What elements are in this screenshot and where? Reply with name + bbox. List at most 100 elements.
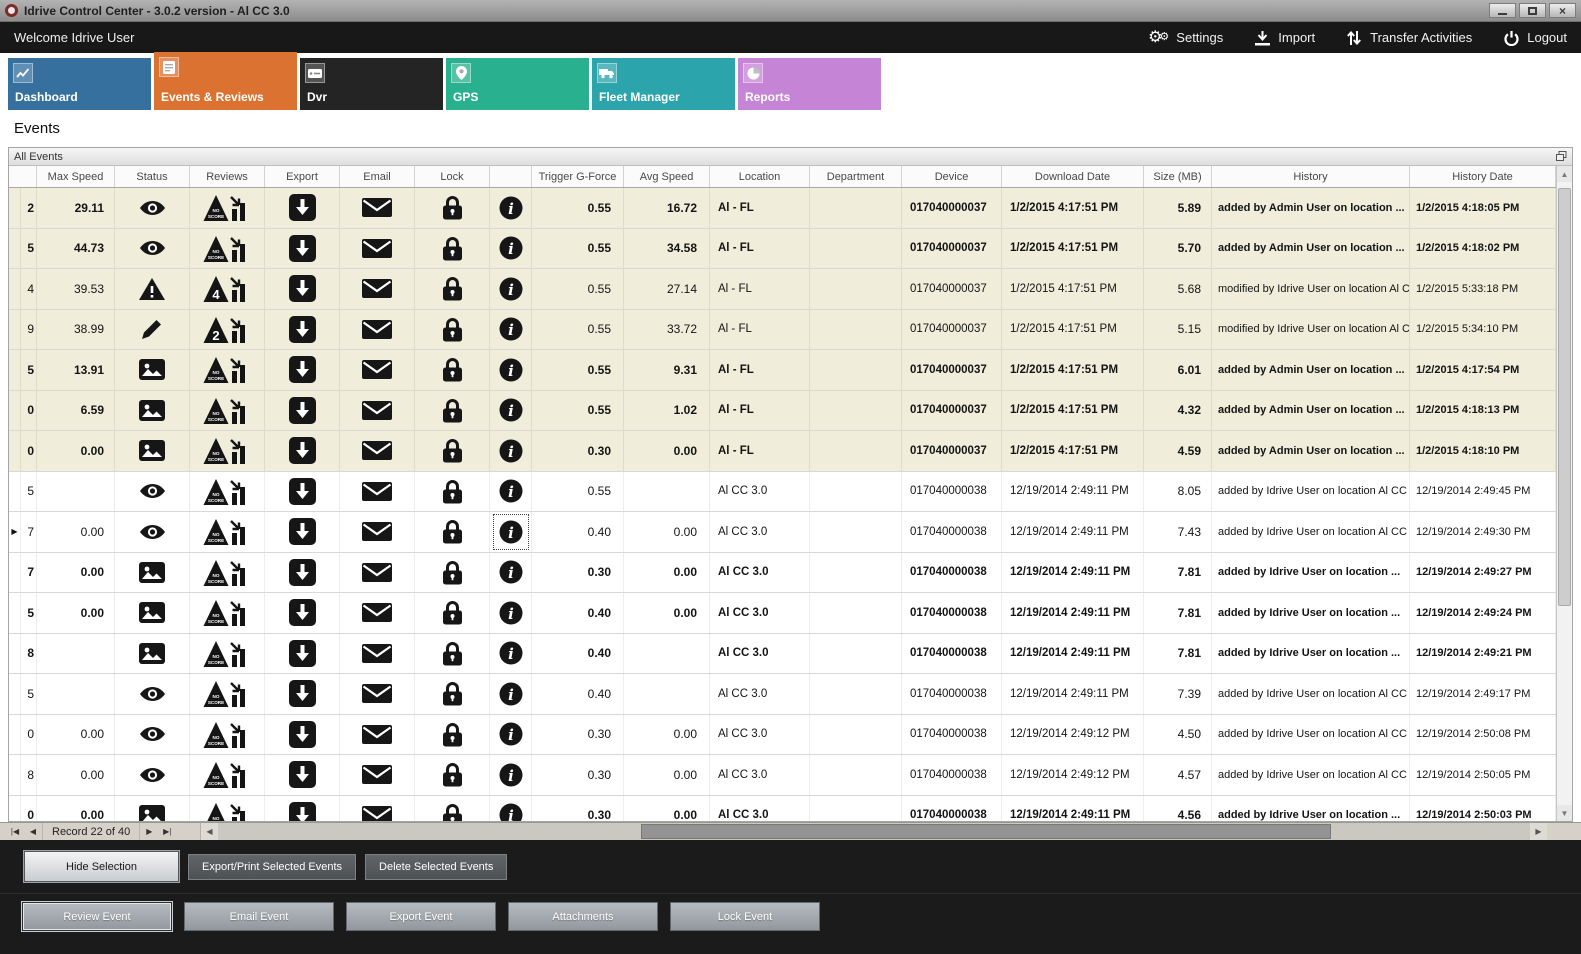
v-scrollbar[interactable]: ▲ ▼ xyxy=(1556,166,1572,821)
export-icon[interactable] xyxy=(265,269,340,309)
email-icon[interactable] xyxy=(340,269,415,309)
lock-icon[interactable] xyxy=(415,309,490,349)
scroll-up-icon[interactable]: ▲ xyxy=(1557,166,1572,182)
col-header-location[interactable]: Location xyxy=(710,166,810,187)
col-header-blank[interactable] xyxy=(490,166,532,187)
table-row[interactable]: 9 38.99 2 i 0.55 33.72 Al - FL 017040000… xyxy=(9,309,1556,350)
lock-icon[interactable] xyxy=(415,633,490,673)
table-row[interactable]: 5 NO SCORE i 0.55 Al CC 3.0 017040000038 … xyxy=(9,471,1556,512)
h-scrollbar[interactable]: ◀ ▶ xyxy=(200,823,1547,840)
menu-action-transfer-activities[interactable]: Transfer Activities xyxy=(1345,29,1472,47)
table-row[interactable]: 2 29.11 NO SCORE i 0.55 16.72 Al - FL 017… xyxy=(9,188,1556,229)
lock-icon[interactable] xyxy=(415,755,490,795)
lock-icon[interactable] xyxy=(415,188,490,228)
email-icon[interactable] xyxy=(340,228,415,268)
info-icon[interactable]: i xyxy=(490,674,532,714)
first-record-button[interactable]: |◀ xyxy=(10,827,20,836)
col-header-history[interactable]: History xyxy=(1212,166,1410,187)
email-icon[interactable] xyxy=(340,552,415,592)
menu-action-logout[interactable]: Logout xyxy=(1502,29,1567,47)
col-header-department[interactable]: Department xyxy=(810,166,902,187)
table-row[interactable]: 4 39.53 4 i 0.55 27.14 Al - FL 017040000… xyxy=(9,269,1556,310)
info-icon[interactable]: i xyxy=(490,633,532,673)
info-icon[interactable]: i xyxy=(490,188,532,228)
image-status-icon[interactable] xyxy=(115,633,190,673)
email-icon[interactable] xyxy=(340,431,415,471)
col-header-max-speed[interactable]: Max Speed xyxy=(37,166,115,187)
email-icon[interactable] xyxy=(340,390,415,430)
export-icon[interactable] xyxy=(265,593,340,633)
lock-icon[interactable] xyxy=(415,593,490,633)
table-row[interactable]: 5 0.00 NO SCORE i 0.40 0.00 Al CC 3.0 017… xyxy=(9,593,1556,634)
info-icon[interactable]: i xyxy=(490,714,532,754)
col-header-history-date[interactable]: History Date xyxy=(1410,166,1556,187)
lock-icon[interactable] xyxy=(415,228,490,268)
v-scroll-thumb[interactable] xyxy=(1558,188,1571,606)
info-icon[interactable]: i xyxy=(490,512,532,552)
lock-icon[interactable] xyxy=(415,471,490,511)
h-scroll-thumb[interactable] xyxy=(641,824,1331,839)
tab-reports[interactable]: Reports xyxy=(738,58,881,110)
export-icon[interactable] xyxy=(265,795,340,821)
eye-status-icon[interactable] xyxy=(115,674,190,714)
export-icon[interactable] xyxy=(265,512,340,552)
email-icon[interactable] xyxy=(340,593,415,633)
eye-status-icon[interactable] xyxy=(115,512,190,552)
info-icon[interactable]: i xyxy=(490,228,532,268)
email-icon[interactable] xyxy=(340,350,415,390)
info-icon[interactable]: i xyxy=(490,552,532,592)
col-header-avg-speed[interactable]: Avg Speed xyxy=(624,166,710,187)
prev-record-button[interactable]: ◀ xyxy=(29,827,37,836)
tab-dashboard[interactable]: Dashboard xyxy=(8,58,151,110)
lock-icon[interactable] xyxy=(415,269,490,309)
export-icon[interactable] xyxy=(265,714,340,754)
next-record-button[interactable]: ▶ xyxy=(146,827,153,836)
info-icon[interactable]: i xyxy=(490,795,532,821)
export-icon[interactable] xyxy=(265,633,340,673)
export-print-selected-events-button[interactable]: Export/Print Selected Events xyxy=(188,853,357,880)
export-icon[interactable] xyxy=(265,755,340,795)
scroll-left-icon[interactable]: ◀ xyxy=(201,823,218,840)
attachments-button[interactable]: Attachments xyxy=(508,902,658,931)
email-icon[interactable] xyxy=(340,512,415,552)
tab-gps[interactable]: GPS xyxy=(446,58,589,110)
col-header-email[interactable]: Email xyxy=(340,166,415,187)
lock-icon[interactable] xyxy=(415,552,490,592)
email-icon[interactable] xyxy=(340,633,415,673)
export-icon[interactable] xyxy=(265,674,340,714)
review-score-icon[interactable]: 4 xyxy=(190,269,265,309)
review-event-button[interactable]: Review Event xyxy=(22,902,172,931)
lock-icon[interactable] xyxy=(415,431,490,471)
lock-icon[interactable] xyxy=(415,714,490,754)
scroll-right-icon[interactable]: ▶ xyxy=(1530,823,1547,840)
table-row[interactable]: 0 6.59 NO SCORE i 0.55 1.02 Al - FL 01704… xyxy=(9,390,1556,431)
review-score-icon[interactable]: 2 xyxy=(190,309,265,349)
lock-icon[interactable] xyxy=(415,674,490,714)
info-icon[interactable]: i xyxy=(490,309,532,349)
col-header-size-mb[interactable]: Size (MB) xyxy=(1144,166,1212,187)
info-icon[interactable]: i xyxy=(490,593,532,633)
info-icon[interactable]: i xyxy=(490,350,532,390)
lock-event-button[interactable]: Lock Event xyxy=(670,902,820,931)
lock-icon[interactable] xyxy=(415,512,490,552)
warning-status-icon[interactable] xyxy=(115,269,190,309)
export-icon[interactable] xyxy=(265,431,340,471)
lock-icon[interactable] xyxy=(415,350,490,390)
col-header-download-date[interactable]: Download Date xyxy=(1002,166,1144,187)
col-header-status[interactable]: Status xyxy=(115,166,190,187)
tab-fleet-manager[interactable]: Fleet Manager xyxy=(592,58,735,110)
email-icon[interactable] xyxy=(340,714,415,754)
table-row[interactable]: 5 NO SCORE i 0.40 Al CC 3.0 017040000038 … xyxy=(9,674,1556,715)
image-status-icon[interactable] xyxy=(115,593,190,633)
eye-status-icon[interactable] xyxy=(115,714,190,754)
info-icon[interactable]: i xyxy=(490,755,532,795)
